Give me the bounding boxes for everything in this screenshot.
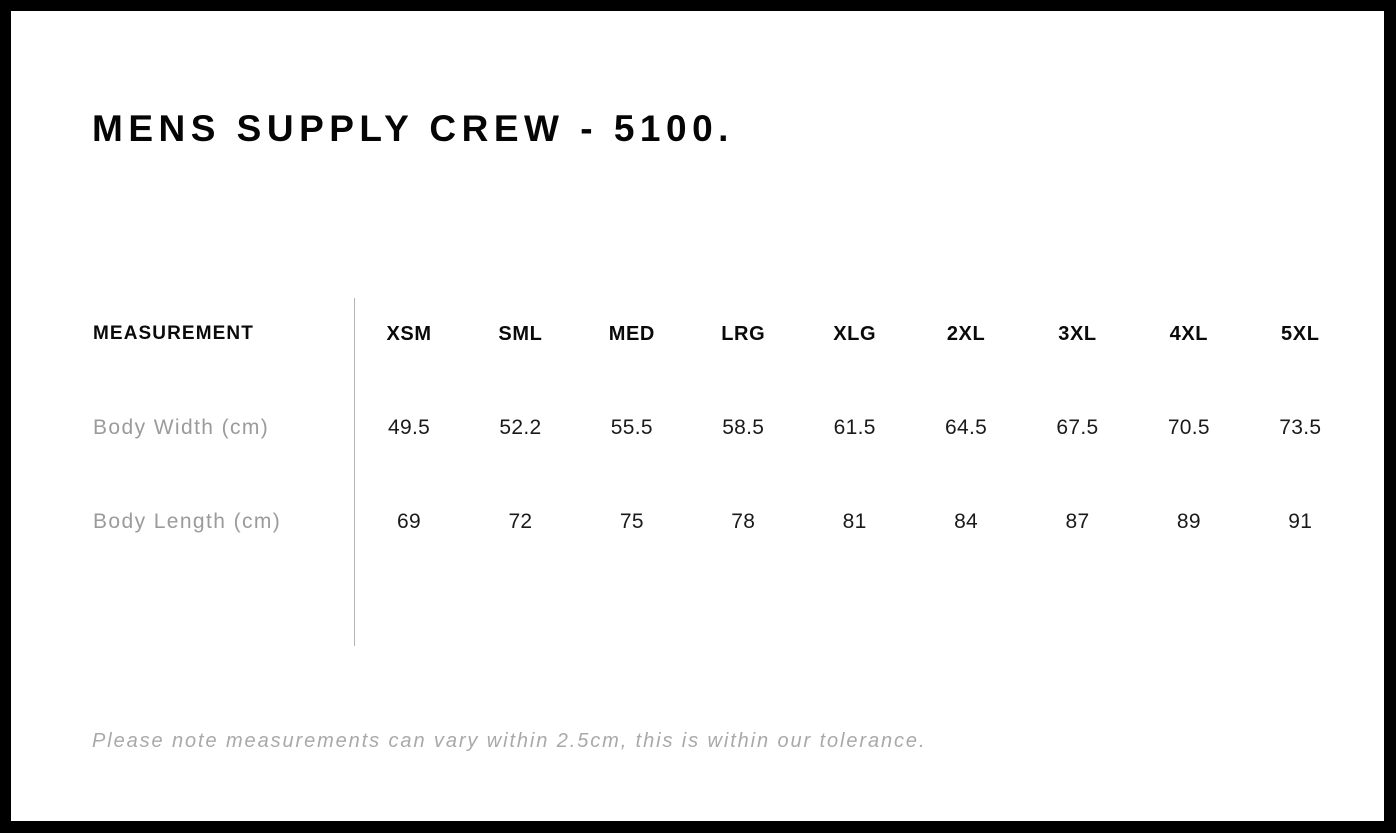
cell-body-length-2xl: 84 — [954, 510, 979, 533]
cell-body-length-4xl: 89 — [1176, 510, 1201, 533]
cell-body-width-4xl: 70.5 — [1167, 416, 1210, 439]
column-header-xlg: XLG — [833, 322, 877, 345]
cell-body-length-lrg: 78 — [731, 510, 756, 533]
tolerance-note: Please note measurements can vary within… — [92, 730, 927, 752]
table-column-divider — [354, 298, 355, 646]
cell-body-width-sml: 52.2 — [499, 416, 542, 439]
column-header-5xl: 5XL — [1281, 322, 1320, 345]
cell-body-width-med: 55.5 — [610, 416, 653, 439]
cell-body-width-xsm: 49.5 — [387, 416, 431, 439]
page-title: MENS SUPPLY CREW - 5100. — [92, 108, 734, 149]
column-header-4xl: 4XL — [1169, 322, 1209, 345]
column-header-2xl: 2XL — [946, 322, 986, 345]
cell-body-length-med: 75 — [619, 510, 644, 533]
row-label-body-width: Body Width (cm) — [93, 416, 270, 439]
table-header-row: MEASUREMENT XSM SML MED LRG XLG 2XL 3XL … — [92, 287, 1356, 381]
column-header-lrg: LRG — [721, 322, 766, 345]
cell-body-length-3xl: 87 — [1065, 510, 1090, 533]
column-header-3xl: 3XL — [1058, 322, 1097, 345]
cell-body-length-xlg: 81 — [842, 510, 867, 533]
table-row: Body Length (cm) 69 72 75 78 81 84 87 89… — [92, 475, 1356, 569]
row-label-body-length: Body Length (cm) — [93, 510, 282, 533]
cell-body-width-xlg: 61.5 — [833, 416, 876, 439]
column-header-xsm: XSM — [386, 322, 432, 345]
cell-body-length-xsm: 69 — [397, 510, 422, 533]
table-row: Body Width (cm) 49.5 52.2 55.5 58.5 61.5… — [92, 381, 1356, 475]
column-header-med: MED — [608, 322, 655, 345]
cell-body-width-5xl: 73.5 — [1279, 416, 1322, 439]
column-header-measurement: MEASUREMENT — [93, 323, 254, 344]
cell-body-width-lrg: 58.5 — [722, 416, 765, 439]
size-chart-table: MEASUREMENT XSM SML MED LRG XLG 2XL 3XL … — [92, 287, 1356, 569]
cell-body-width-2xl: 64.5 — [945, 416, 988, 439]
cell-body-width-3xl: 67.5 — [1056, 416, 1099, 439]
size-chart-card: MENS SUPPLY CREW - 5100. MEASUREMENT XSM… — [11, 11, 1384, 821]
column-header-sml: SML — [498, 322, 543, 345]
cell-body-length-sml: 72 — [508, 510, 533, 533]
cell-body-length-5xl: 91 — [1288, 510, 1313, 533]
